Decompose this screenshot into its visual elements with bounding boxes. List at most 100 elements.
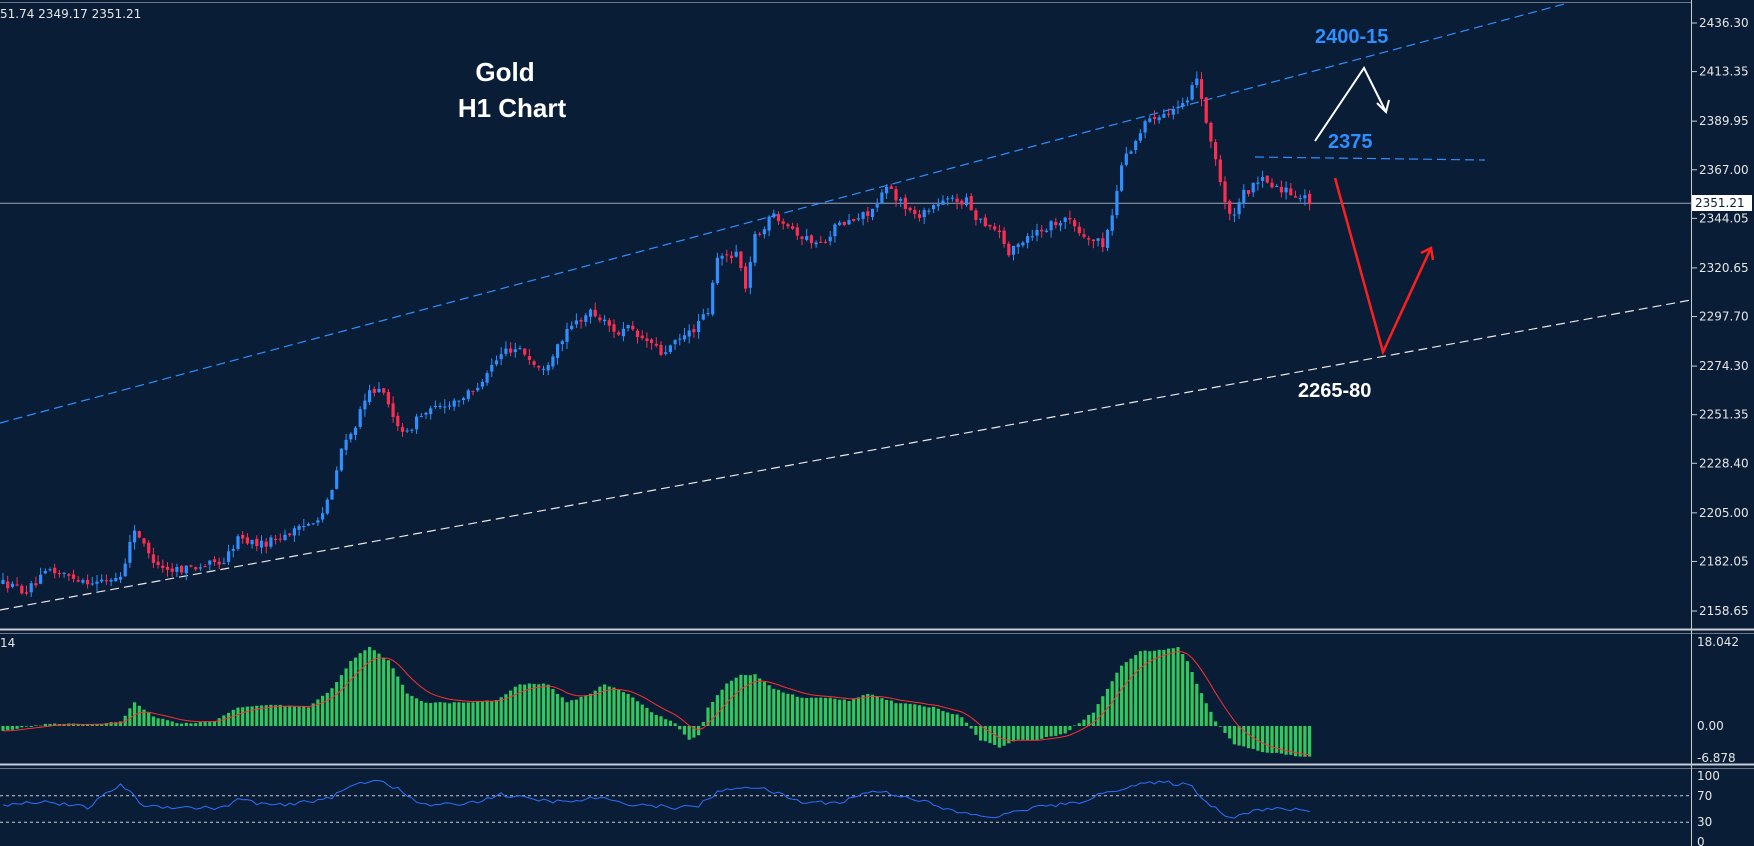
macd-bar <box>715 695 719 726</box>
macd-bar <box>1246 725 1251 749</box>
candle <box>988 224 992 230</box>
candle <box>231 544 235 558</box>
candle <box>1105 228 1110 251</box>
candle <box>1073 217 1077 232</box>
candle-body <box>631 325 635 330</box>
macd-bar <box>471 702 475 726</box>
macd-bar <box>297 706 301 726</box>
candle-body <box>48 569 52 571</box>
macd-bar <box>1011 725 1016 742</box>
candle <box>791 222 795 231</box>
candle <box>1293 190 1298 198</box>
candle <box>344 434 348 456</box>
candle-body <box>899 199 903 201</box>
candle-body <box>443 406 447 408</box>
candle-body <box>588 309 593 317</box>
candle-body <box>292 528 296 536</box>
candle <box>198 563 202 572</box>
candle <box>76 576 80 583</box>
candle <box>903 194 907 216</box>
candle-body <box>419 416 423 418</box>
candle-body <box>95 581 99 584</box>
candle-body <box>161 565 165 569</box>
rsi-tick-label: 70 <box>1697 789 1712 803</box>
macd-bar <box>1044 725 1048 737</box>
candle-body <box>706 313 710 315</box>
candle-body <box>1030 236 1034 238</box>
macd-bar <box>866 693 870 726</box>
rsi-series <box>2 779 1310 819</box>
candle <box>635 328 640 344</box>
candle-body <box>856 218 860 220</box>
macd-bar <box>1218 725 1222 727</box>
candle-body <box>330 489 334 500</box>
candle-body <box>579 319 583 322</box>
macd-bar <box>885 699 889 726</box>
price-tick-label: 2274.30 <box>1699 359 1749 373</box>
candle <box>462 396 466 405</box>
macd-bar <box>997 725 1001 748</box>
candle <box>1087 235 1091 246</box>
candle-body <box>372 388 376 393</box>
macd-bar <box>1223 725 1227 733</box>
candle <box>631 321 635 332</box>
macd-bar <box>203 721 207 726</box>
macd-bar <box>1237 725 1241 746</box>
macd-bar <box>321 695 325 726</box>
macd-bar <box>391 668 395 726</box>
candle <box>1275 184 1279 188</box>
macd-bar <box>762 681 766 726</box>
candle-body <box>466 390 470 399</box>
candle <box>805 228 809 242</box>
candle-body <box>278 538 282 540</box>
macd-bar <box>222 715 226 726</box>
support-label: 2265-80 <box>1298 380 1371 402</box>
candle-body <box>584 315 588 322</box>
candle-body <box>269 537 273 547</box>
macd-bar <box>673 723 677 726</box>
macd-bar <box>292 706 296 726</box>
candle-body <box>1228 200 1232 214</box>
candle <box>259 535 264 554</box>
macd-bar <box>1181 654 1185 726</box>
macd-bar <box>1058 725 1063 735</box>
candle <box>236 533 240 551</box>
candle-body <box>997 230 1001 233</box>
candle <box>800 235 804 246</box>
macd-bar <box>725 683 729 726</box>
candle-body <box>433 405 437 408</box>
candle <box>852 218 856 223</box>
candle <box>767 215 771 237</box>
candle <box>429 405 433 420</box>
candle <box>1167 108 1171 118</box>
candle-body <box>53 567 57 574</box>
candle <box>358 406 362 430</box>
macd-bar <box>626 693 630 726</box>
candle-body <box>1218 159 1222 183</box>
macd-bar <box>635 701 640 726</box>
macd-bar <box>302 706 306 726</box>
candle-body <box>349 433 353 440</box>
candle-body <box>165 566 170 570</box>
candle-body <box>1124 153 1128 165</box>
candle-body <box>212 559 217 563</box>
macd-bar <box>1077 723 1081 726</box>
macd-bar <box>76 724 80 726</box>
macd-bar <box>1134 655 1138 726</box>
candle <box>729 251 734 264</box>
candle-body <box>861 212 865 219</box>
candle <box>499 347 503 366</box>
candle-body <box>1035 230 1039 236</box>
candle-body <box>969 196 973 211</box>
macd-bar <box>682 725 687 735</box>
candle <box>151 547 155 568</box>
macd-bar <box>447 703 452 726</box>
macd-bar <box>979 725 983 741</box>
macd-bar <box>208 721 212 726</box>
candle <box>90 576 94 586</box>
macd-bar <box>936 708 940 726</box>
candle <box>391 396 395 423</box>
macd-bar <box>1232 725 1236 745</box>
candle-body <box>875 204 879 208</box>
candle-body <box>1223 181 1227 203</box>
